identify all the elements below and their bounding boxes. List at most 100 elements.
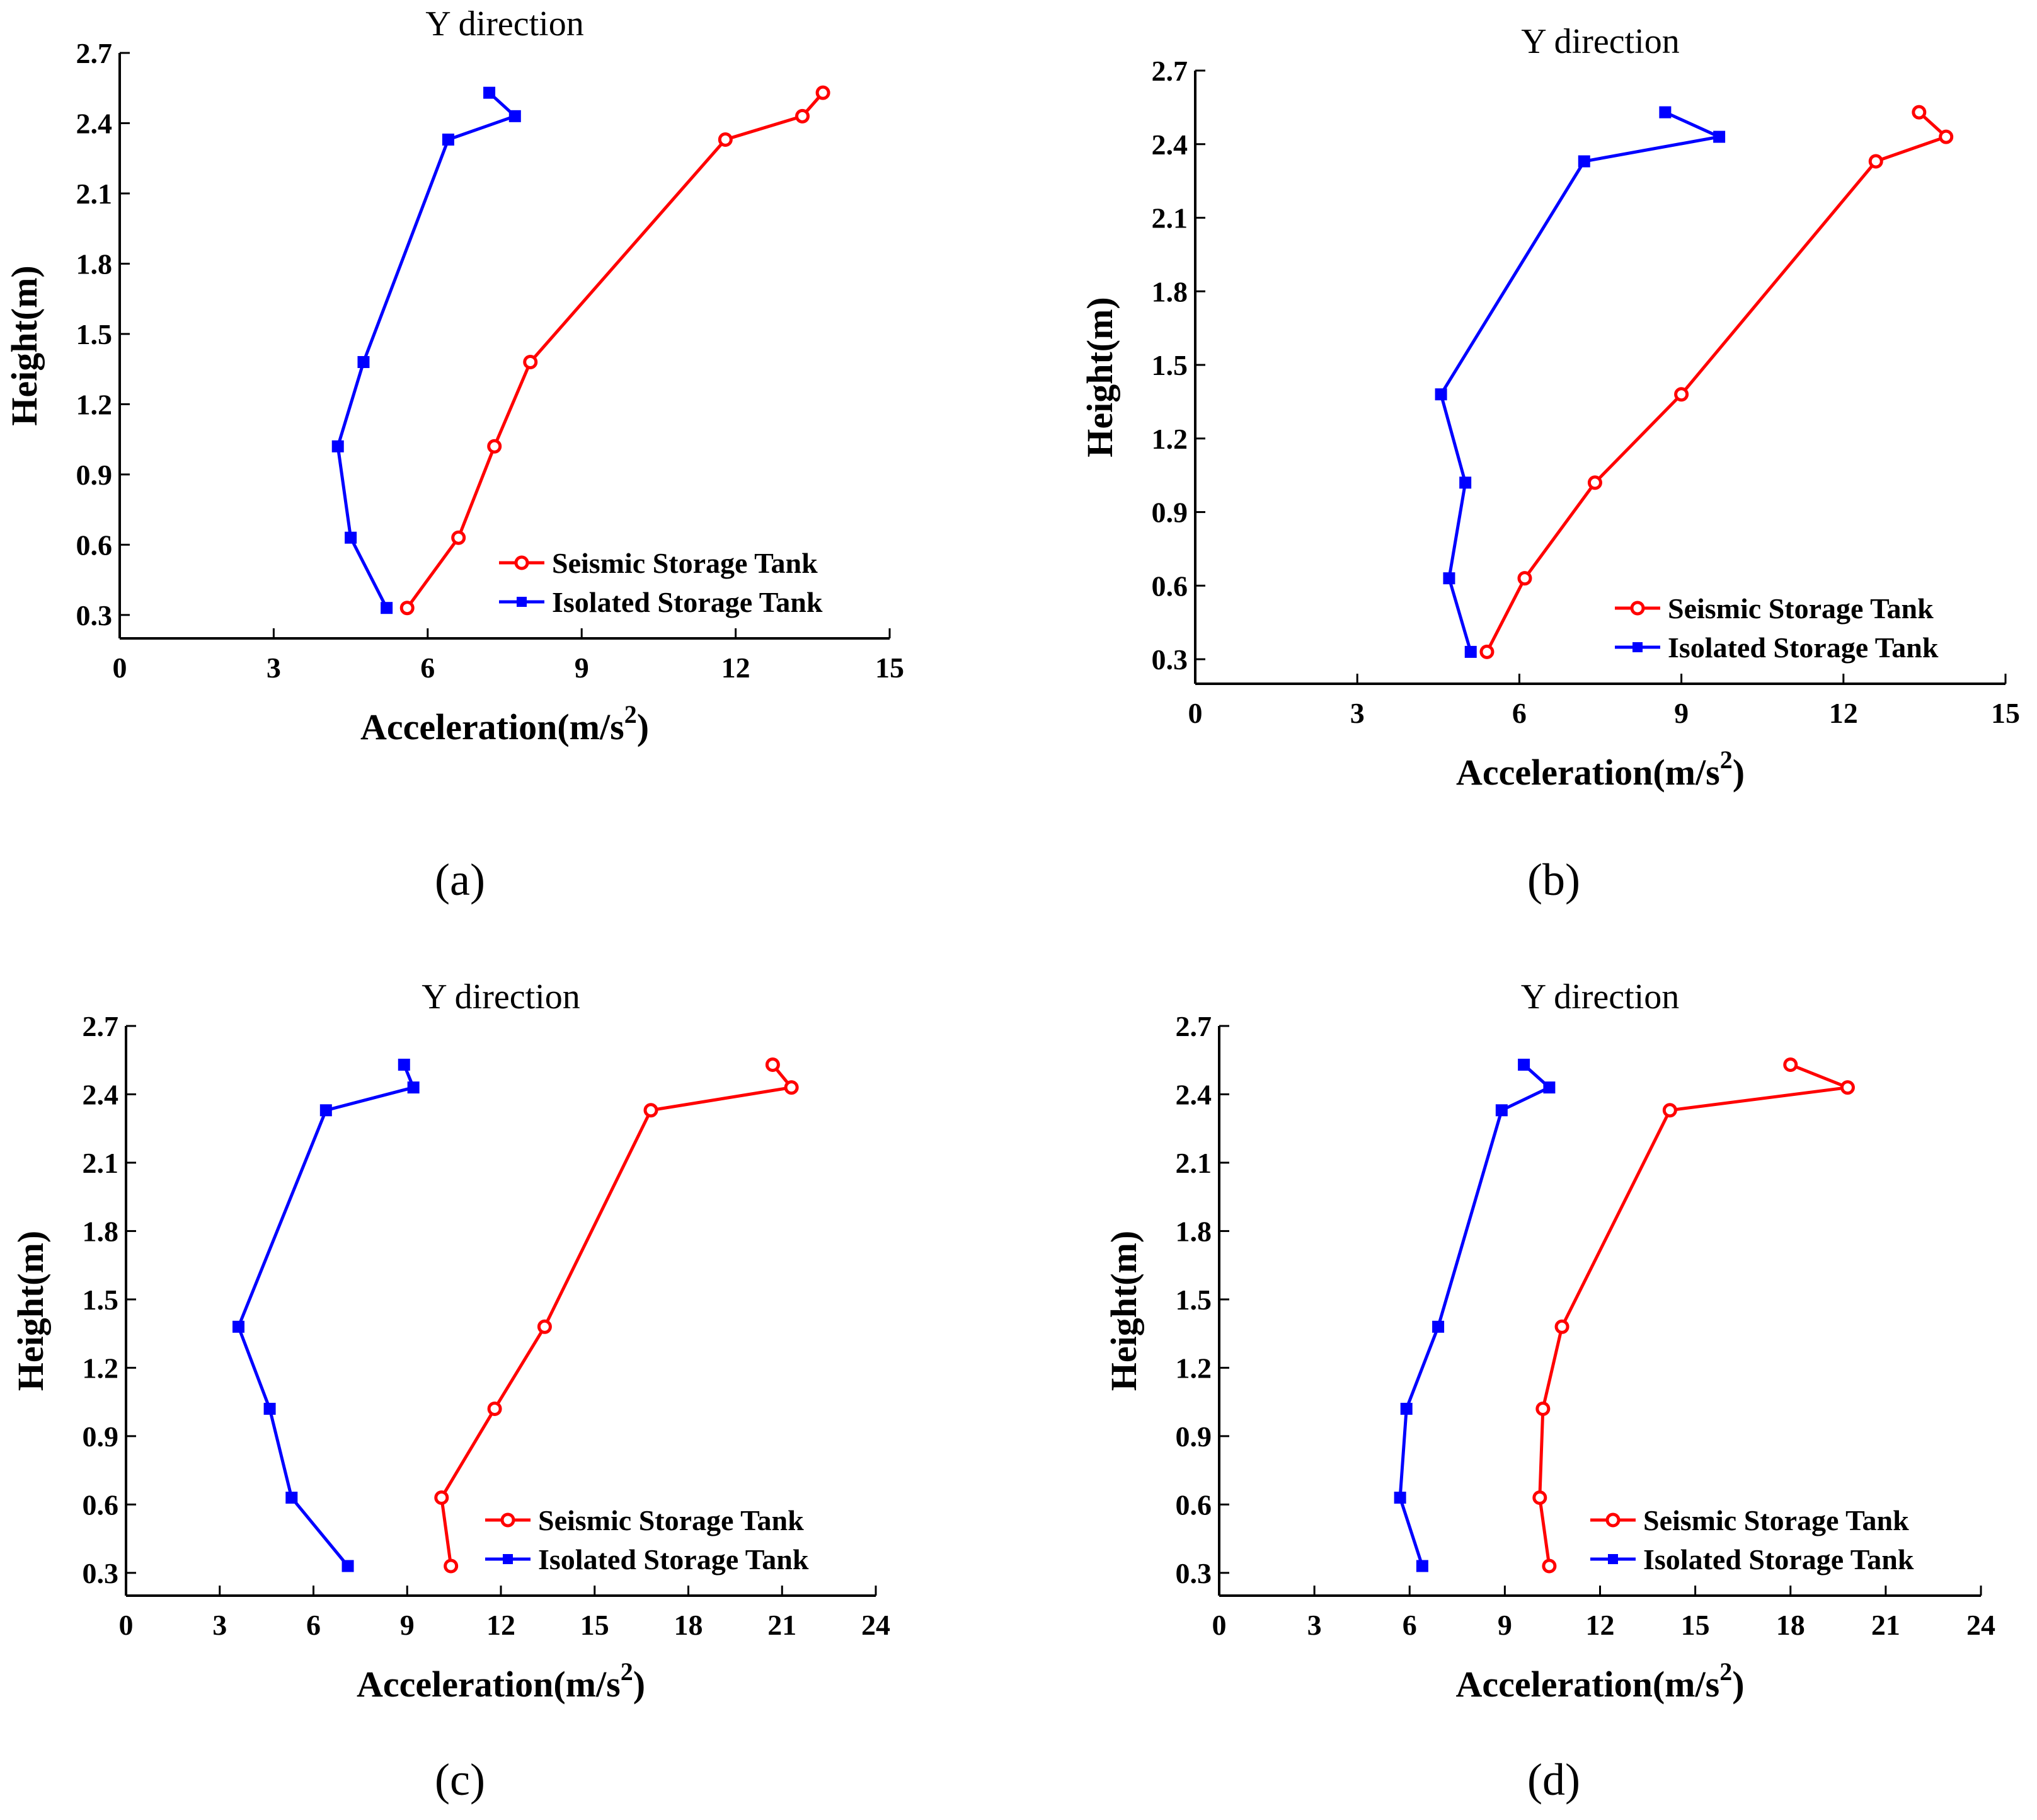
data-point-isolated — [341, 1560, 354, 1572]
x-tick-label: 6 — [306, 1609, 321, 1641]
y-tick-label: 0.6 — [83, 1489, 119, 1521]
x-axis-label-close: ) — [1733, 752, 1745, 793]
legend-marker — [517, 597, 527, 607]
x-tick-label: 24 — [1966, 1609, 1995, 1641]
y-axis-label: Height(m) — [10, 1231, 51, 1391]
legend-label: Seismic Storage Tank — [538, 1504, 804, 1536]
legend-label: Isolated Storage Tank — [1643, 1543, 1914, 1575]
y-tick-label: 2.4 — [1176, 1078, 1212, 1110]
data-point-isolated — [1416, 1560, 1428, 1572]
y-tick-label: 0.3 — [1176, 1557, 1212, 1589]
series-line-seismic — [1485, 111, 1949, 653]
x-tick-label: 6 — [1403, 1609, 1417, 1641]
data-point-seismic — [1542, 1558, 1557, 1574]
x-axis-label-main: Acceleration(m/s — [360, 706, 624, 747]
y-axis-label: Height(m) — [1103, 1231, 1144, 1391]
y-tick-label: 0.3 — [76, 599, 113, 631]
data-point-seismic — [487, 439, 502, 454]
data-point-isolated — [1432, 1320, 1445, 1333]
y-tick-label: 0.9 — [1176, 1420, 1212, 1453]
y-tick-label: 0.6 — [76, 529, 113, 561]
data-point-seismic — [643, 1103, 658, 1118]
y-tick-label: 0.9 — [83, 1420, 119, 1453]
x-tick-label: 18 — [1776, 1609, 1805, 1641]
legend-label: Isolated Storage Tank — [538, 1543, 809, 1575]
x-tick-label: 21 — [1871, 1609, 1900, 1641]
legend-marker — [1605, 1512, 1621, 1528]
y-tick-label: 2.1 — [1152, 202, 1188, 234]
legend-marker — [1632, 642, 1643, 652]
data-point-isolated — [442, 133, 454, 146]
x-axis-label-close: ) — [1732, 1664, 1744, 1705]
data-point-isolated — [331, 440, 344, 452]
legend-label: Seismic Storage Tank — [552, 547, 818, 579]
data-point-seismic — [1535, 1401, 1551, 1416]
x-tick-label: 3 — [212, 1609, 227, 1641]
x-tick-label: 3 — [1307, 1609, 1322, 1641]
x-axis-label-main: Acceleration(m/s — [1455, 1664, 1719, 1705]
data-point-seismic — [718, 132, 733, 147]
data-point-isolated — [1459, 476, 1472, 489]
y-tick-label: 1.2 — [83, 1352, 119, 1384]
x-tick-label: 15 — [580, 1609, 609, 1641]
data-point-seismic — [1840, 1080, 1855, 1095]
data-point-isolated — [232, 1320, 244, 1333]
y-tick-label: 0.3 — [1152, 643, 1188, 676]
data-point-isolated — [407, 1081, 420, 1094]
x-axis-label-close: ) — [637, 706, 649, 747]
x-axis-label: Acceleration(m/s2) — [360, 700, 649, 747]
chart-title: Y direction — [422, 977, 580, 1017]
data-point-seismic — [1662, 1103, 1677, 1118]
x-axis-label: Acceleration(m/s2) — [357, 1657, 645, 1705]
y-tick-label: 1.5 — [1152, 349, 1188, 381]
data-point-isolated — [1435, 388, 1447, 401]
panel-label: (c) — [435, 1754, 485, 1805]
chart-panel-c: 0 3 6 9 12 15 18 21 24 0.3 0.6 0.9 1.2 1.5 1.8 2.1 2.4 2.… — [10, 977, 890, 1805]
x-tick-label: 3 — [267, 652, 281, 684]
x-axis-label-main: Acceleration(m/s — [357, 1664, 621, 1705]
x-tick-label: 9 — [1674, 697, 1689, 729]
series-line-isolated — [336, 91, 519, 609]
data-point-isolated — [483, 86, 496, 99]
x-tick-label: 3 — [1350, 697, 1365, 729]
y-axis-label: Height(m) — [4, 265, 45, 426]
x-tick-label: 15 — [875, 652, 904, 684]
series-line-seismic — [1538, 1063, 1854, 1567]
legend-marker — [500, 1512, 515, 1528]
x-tick-label: 9 — [400, 1609, 415, 1641]
chart-title: Y direction — [425, 4, 583, 43]
data-point-isolated — [1713, 130, 1726, 143]
data-point-isolated — [1443, 572, 1455, 585]
data-point-seismic — [1939, 129, 1954, 144]
chart-panel-b: 0 3 6 9 12 15 0.3 0.6 0.9 1.2 1.5 1.8 2.1 2.4 2.7 Y dir… — [1079, 22, 2020, 905]
x-axis-label-superscript: 2 — [1719, 1657, 1732, 1686]
y-tick-label: 2.4 — [1152, 129, 1188, 161]
y-tick-label: 2.1 — [76, 178, 113, 210]
legend-label: Isolated Storage Tank — [1668, 631, 1939, 664]
data-point-isolated — [1578, 155, 1590, 168]
panel-label: (d) — [1527, 1754, 1580, 1805]
x-axis-label-superscript: 2 — [621, 1657, 633, 1686]
legend-marker — [1608, 1554, 1618, 1564]
legend-label: Isolated Storage Tank — [552, 586, 823, 618]
data-point-isolated — [1464, 645, 1477, 658]
x-axis-label-close: ) — [633, 1664, 645, 1705]
x-axis-label: Acceleration(m/s2) — [1456, 746, 1745, 793]
series-line-seismic — [406, 91, 824, 609]
y-tick-label: 0.9 — [76, 459, 113, 491]
panel-label: (b) — [1527, 855, 1580, 905]
y-axis-label: Height(m) — [1079, 297, 1120, 458]
data-point-seismic — [444, 1558, 459, 1574]
data-point-seismic — [1783, 1057, 1798, 1072]
y-tick-label: 2.7 — [83, 1010, 119, 1042]
y-tick-label: 1.5 — [1176, 1284, 1212, 1316]
y-tick-label: 1.8 — [83, 1215, 119, 1247]
data-point-seismic — [815, 85, 830, 100]
data-point-isolated — [508, 110, 521, 122]
x-tick-label: 21 — [767, 1609, 796, 1641]
legend-marker — [514, 555, 529, 570]
y-tick-label: 2.7 — [1176, 1010, 1212, 1042]
y-tick-label: 2.4 — [76, 107, 113, 139]
data-point-isolated — [357, 356, 370, 369]
